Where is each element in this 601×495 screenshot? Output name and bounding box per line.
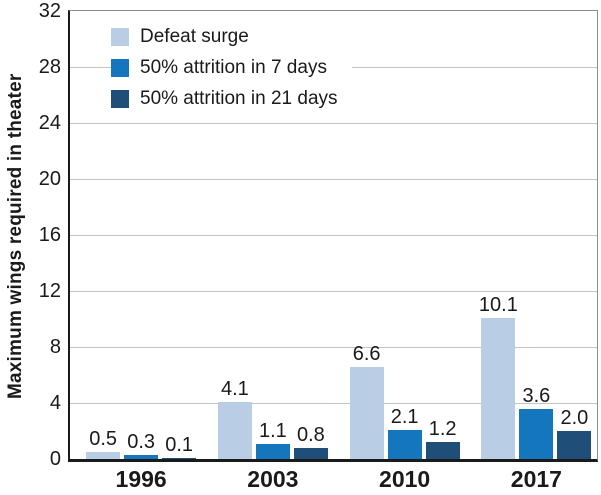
legend: Defeat surge 50% attrition in 7 days 50% a… [111,19,352,116]
gridline [70,346,597,348]
bar-value-label: 0.8 [296,423,325,446]
bar-value-label: 6.6 [352,342,381,365]
gridline [70,290,597,292]
gridline [70,122,597,124]
legend-swatch [111,89,129,108]
plot-area: 0.5 0.3 0.1 4.1 1.1 0.8 6.6 2.1 1.2 10.1 3.6 2.0 [68,10,598,462]
legend-swatch [111,58,129,77]
bar [481,317,516,459]
bar-value-label: 1.1 [258,419,287,442]
legend-item: 50% attrition in 21 days [111,83,338,114]
bar [425,442,460,459]
y-tick-label: 20 [38,168,61,190]
gridline [70,178,597,180]
gridline [70,402,597,404]
bar-value-label: 0.5 [89,428,118,450]
x-category-label: 1996 [115,466,167,492]
legend-item: 50% attrition in 7 days [111,52,338,83]
bar [217,401,252,459]
bar-value-label: 10.1 [478,293,518,316]
bar [124,454,159,459]
legend-label: Defeat surge [140,25,249,47]
y-tick-label: 12 [38,280,61,302]
bar [349,366,384,459]
x-category-label: 2010 [379,466,431,492]
y-tick-label: 24 [38,112,61,134]
y-tick-label: 28 [38,56,61,78]
y-tick-label: 16 [38,224,61,246]
y-tick-label: 4 [49,392,61,414]
y-tick-label: 0 [49,448,61,470]
legend-label: 50% attrition in 7 days [140,56,327,78]
gridline [70,234,597,236]
x-category-label: 2017 [510,466,562,492]
bar-value-label: 0.3 [127,430,156,453]
bar-value-label: 2.0 [560,407,589,429]
legend-item: Defeat surge [111,21,338,52]
bar-value-label: 0.1 [165,433,194,456]
bar-value-label: 3.6 [522,384,551,407]
bar-value-label: 2.1 [390,405,419,428]
y-tick-label: 8 [49,336,61,358]
bar-value-label: 1.2 [428,418,457,441]
bar-value-label: 4.1 [220,377,249,400]
y-tick-label: 32 [38,0,61,22]
bar [255,443,290,459]
legend-swatch [111,27,129,46]
bar [519,408,554,459]
bar [557,431,592,459]
x-category-label: 2003 [247,466,299,492]
bar [86,452,121,459]
legend-label: 50% attrition in 21 days [140,87,338,109]
bar [162,457,197,459]
bar [293,447,328,459]
bar [387,429,422,459]
